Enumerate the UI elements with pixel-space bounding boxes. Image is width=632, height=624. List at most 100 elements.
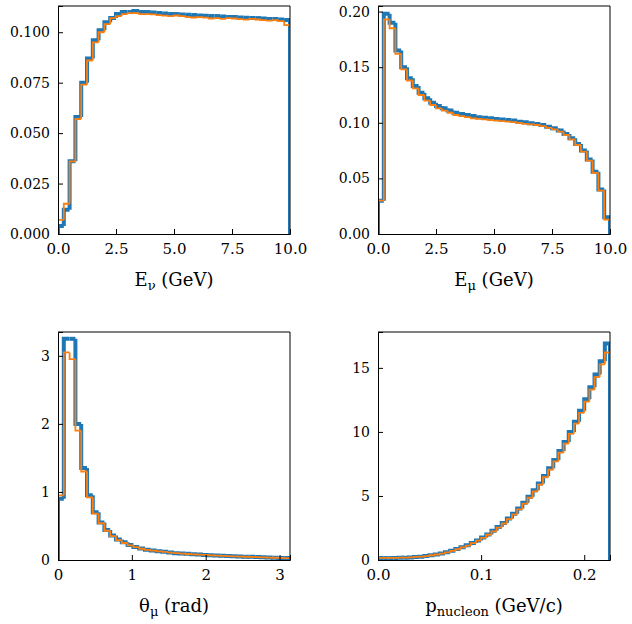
tick-label: 0.00 [339,226,370,242]
tick-mark [378,178,383,179]
histogram-step [128,13,134,14]
histogram-step [99,514,105,524]
histogram-step [569,135,575,139]
plot-area [58,11,290,234]
histogram-step [122,540,128,543]
histogram-step [569,434,574,444]
tick-label: 0.20 [339,4,370,20]
histogram-step [442,108,448,110]
histogram-step [481,538,486,541]
histogram-step [481,537,486,540]
histogram-step [110,531,116,536]
histogram-step [430,101,436,105]
histogram-step [517,121,523,122]
tick-mark [378,496,383,497]
histogram-step [579,413,584,424]
histogram-step [122,14,128,16]
plot-area [378,344,610,560]
histogram-step [87,472,93,498]
tick-label: 2 [41,416,50,432]
histogram-step [593,161,599,173]
histogram-step [453,113,459,115]
histogram-step [605,352,610,560]
histogram-step [476,540,481,543]
tick-label: 5.0 [483,240,507,258]
histogram-step [104,523,110,530]
tick-mark [378,432,383,433]
histogram-step [93,42,99,60]
histogram-step [466,546,471,548]
x-axis-title: θμ (rad) [139,595,209,619]
histogram-step [238,15,244,19]
histogram-step [139,11,145,12]
histogram-step [99,512,105,522]
histogram-step [133,545,139,547]
tick-mark [378,123,383,124]
histogram-step [75,117,81,161]
histogram-step [476,541,481,544]
histogram-step [157,10,163,15]
histogram-series [58,11,290,234]
histogram-step [500,117,506,122]
tick: 1 [128,555,138,584]
histogram-step [145,549,151,550]
histogram-step [486,535,491,538]
histogram-step [497,528,502,532]
histogram-step [595,377,600,389]
tick: 10.0 [594,229,627,258]
tick-label: 1 [41,484,50,500]
histogram-step [491,531,496,535]
tick: 1 [41,484,63,500]
y-axis: 051015 [352,333,383,568]
figure: 0.02.55.07.510.00.0000.0250.0500.0750.10… [0,0,632,624]
histogram-step [203,13,209,17]
tick: 0.2 [573,555,597,584]
tick-mark [280,555,281,560]
histogram-step [466,545,471,547]
histogram-step [81,85,87,119]
tick: 0.025 [10,176,63,192]
histogram-step [543,477,548,484]
histogram-step [110,18,116,24]
tick-mark [378,67,383,68]
tick-mark [290,229,291,234]
histogram-step [448,108,454,110]
x-axis: 0.02.55.07.510.0 [47,229,308,258]
tick-mark [552,229,553,234]
tick-label: 5 [361,488,370,504]
tick: 15 [352,360,383,376]
histogram-step [589,390,594,402]
tick: 0.20 [339,4,383,20]
tick: 0 [41,552,63,568]
histogram-step [502,523,507,527]
histogram-step [424,95,430,101]
histogram-step [390,19,396,28]
tick-label: 0.2 [573,566,597,584]
histogram-step [507,519,512,523]
histogram-step [139,547,145,549]
tick-label: 10.0 [274,240,307,258]
tick-mark [132,555,133,560]
y-axis: 0123 [41,333,63,568]
axis-line [59,333,64,561]
tick: 0.05 [339,170,383,186]
histogram-step [284,20,290,234]
tick: 0.10 [339,115,383,131]
histogram-step [460,547,465,549]
tick-mark [378,234,383,235]
tick-label: 0.025 [10,176,50,192]
tick-label: 0.10 [339,115,370,131]
histogram-step [419,88,425,95]
histogram-step [523,120,529,125]
tick-label: 0 [41,552,50,568]
histogram-step [64,339,70,499]
tick-mark [232,229,233,234]
tick-mark [206,555,207,560]
tick: 10.0 [274,229,307,258]
tick-label: 2 [201,566,211,584]
histogram-step [145,548,151,549]
histogram-step [512,514,517,519]
histogram-step [558,453,563,462]
histogram-step [506,117,512,122]
tick-label: 0 [361,552,370,568]
